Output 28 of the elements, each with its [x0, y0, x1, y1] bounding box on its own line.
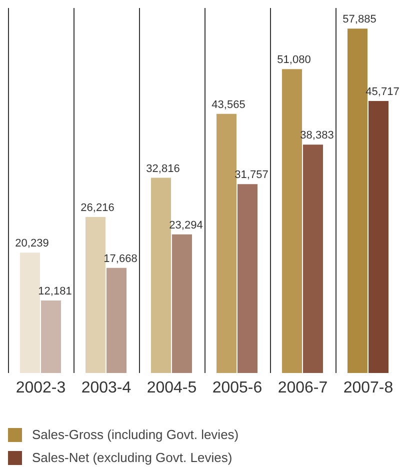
x-tick-label: 2005-6 [212, 379, 262, 396]
x-tick-label: 2004-5 [146, 379, 197, 396]
x-tick-label: 2002-3 [16, 379, 66, 396]
data-label: 57,885 [342, 14, 376, 26]
bar [172, 234, 192, 373]
bar [303, 144, 323, 373]
bar [282, 69, 302, 373]
x-tick-label: 2007-8 [343, 379, 394, 396]
data-label: 12,181 [38, 286, 72, 298]
bar [106, 268, 126, 373]
bar [20, 252, 40, 373]
legend-label: Sales-Net (excluding Govt. Levies) [32, 450, 232, 465]
data-label: 32,816 [146, 162, 180, 175]
bar [348, 28, 368, 373]
data-label: 43,565 [212, 98, 246, 111]
data-label: 17,668 [104, 252, 138, 265]
bar [151, 178, 171, 373]
bar [368, 101, 388, 373]
data-label: 26,216 [80, 202, 114, 214]
bar [238, 184, 258, 373]
bar [41, 300, 61, 373]
data-label: 51,080 [277, 54, 311, 66]
x-tick-label: 2006-7 [278, 379, 328, 396]
data-label: 20,239 [15, 238, 49, 250]
x-tick-label: 2003-4 [81, 379, 132, 396]
bar [86, 217, 106, 373]
legend-label: Sales-Gross (including Govt. levies) [32, 427, 239, 442]
bar [216, 114, 236, 373]
